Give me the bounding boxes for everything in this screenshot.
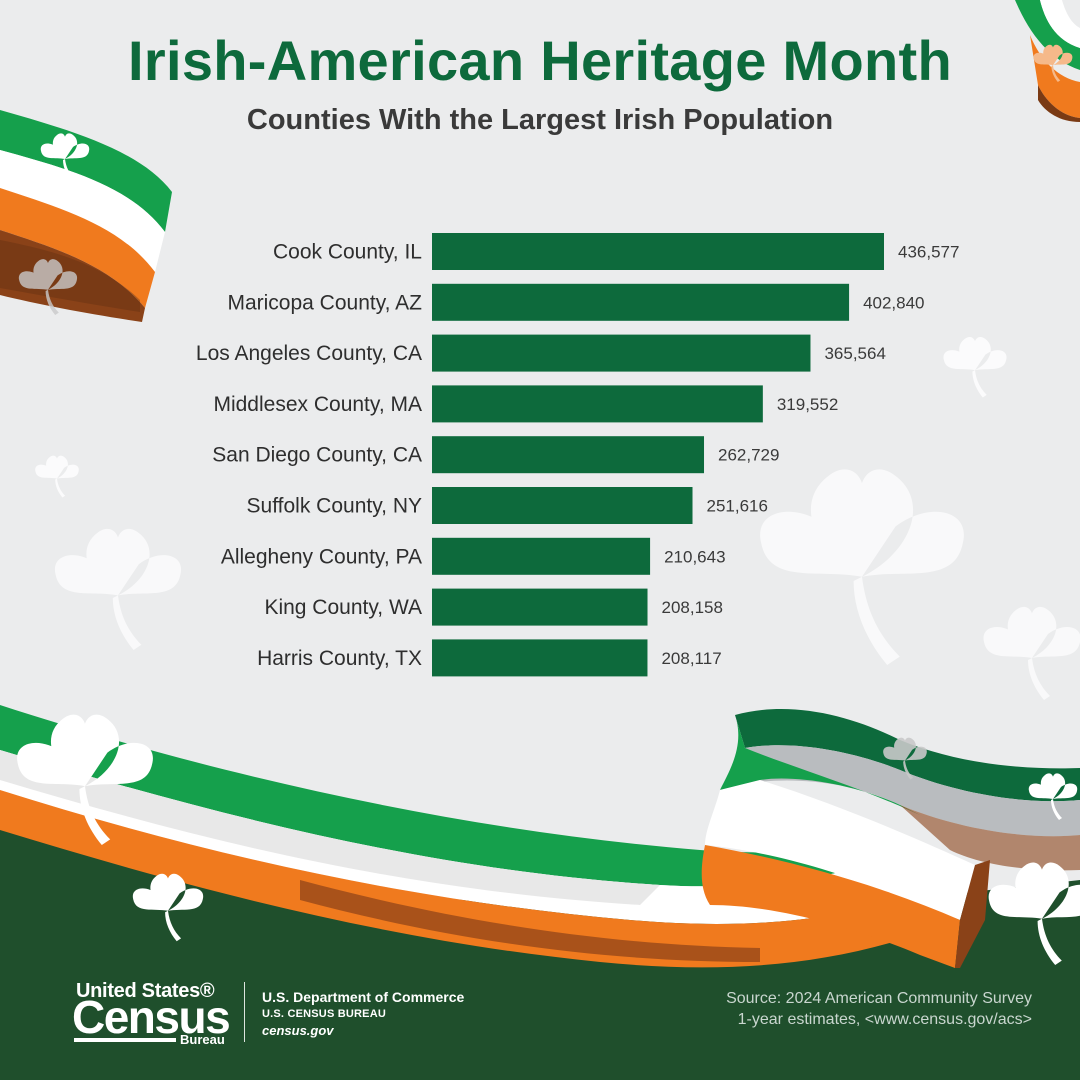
source-note: Source: 2024 American Community Survey 1… <box>726 988 1032 1030</box>
census-logo[interactable]: United States® Census Bureau <box>72 980 232 1047</box>
value-label: 402,840 <box>863 293 924 312</box>
page-title: Irish-American Heritage Month <box>128 29 952 92</box>
bar[interactable] <box>432 334 811 372</box>
bar[interactable] <box>432 283 850 321</box>
category-label: Los Angeles County, CA <box>196 342 422 365</box>
bar[interactable] <box>432 487 693 524</box>
source-line-2: 1-year estimates, <www.census.gov/acs> <box>737 1011 1032 1028</box>
value-label: 365,564 <box>824 344 885 363</box>
logo-line-bureau: Bureau <box>180 1032 225 1047</box>
department-block: U.S. Department of Commerce U.S. CENSUS … <box>262 988 464 1040</box>
bar[interactable] <box>432 233 884 270</box>
category-label: Cook County, IL <box>273 241 422 264</box>
bar[interactable] <box>432 436 705 474</box>
value-label: 208,117 <box>661 649 721 668</box>
value-label: 319,552 <box>777 395 838 414</box>
category-label: Harris County, TX <box>257 647 422 670</box>
category-label: Suffolk County, NY <box>247 495 422 518</box>
source-line-1: Source: 2024 American Community Survey <box>726 990 1032 1007</box>
value-label: 208,158 <box>662 598 723 617</box>
bar[interactable] <box>432 588 648 626</box>
value-label: 262,729 <box>718 446 779 465</box>
logo-underline <box>74 1038 176 1042</box>
department-name: U.S. Department of Commerce <box>262 989 465 1005</box>
value-label: 436,577 <box>898 243 959 262</box>
bureau-name: U.S. CENSUS BUREAU <box>262 1008 387 1020</box>
bar[interactable] <box>432 537 651 575</box>
logo-line-census: Census <box>72 991 231 1043</box>
chart-subtitle: Counties With the Largest Irish Populati… <box>246 104 834 136</box>
category-label: San Diego County, CA <box>212 444 422 467</box>
category-label: King County, WA <box>264 596 422 619</box>
category-label: Middlesex County, MA <box>213 393 422 416</box>
footer-divider <box>244 982 245 1042</box>
census-website-link[interactable]: census.gov <box>262 1023 334 1038</box>
category-label: Maricopa County, AZ <box>227 291 422 314</box>
value-label: 210,643 <box>664 547 725 566</box>
bar[interactable] <box>432 639 648 677</box>
bar[interactable] <box>432 385 763 423</box>
category-label: Allegheny County, PA <box>221 545 422 568</box>
value-label: 251,616 <box>707 497 768 516</box>
logo-line-united-states: United States® <box>76 980 215 1002</box>
